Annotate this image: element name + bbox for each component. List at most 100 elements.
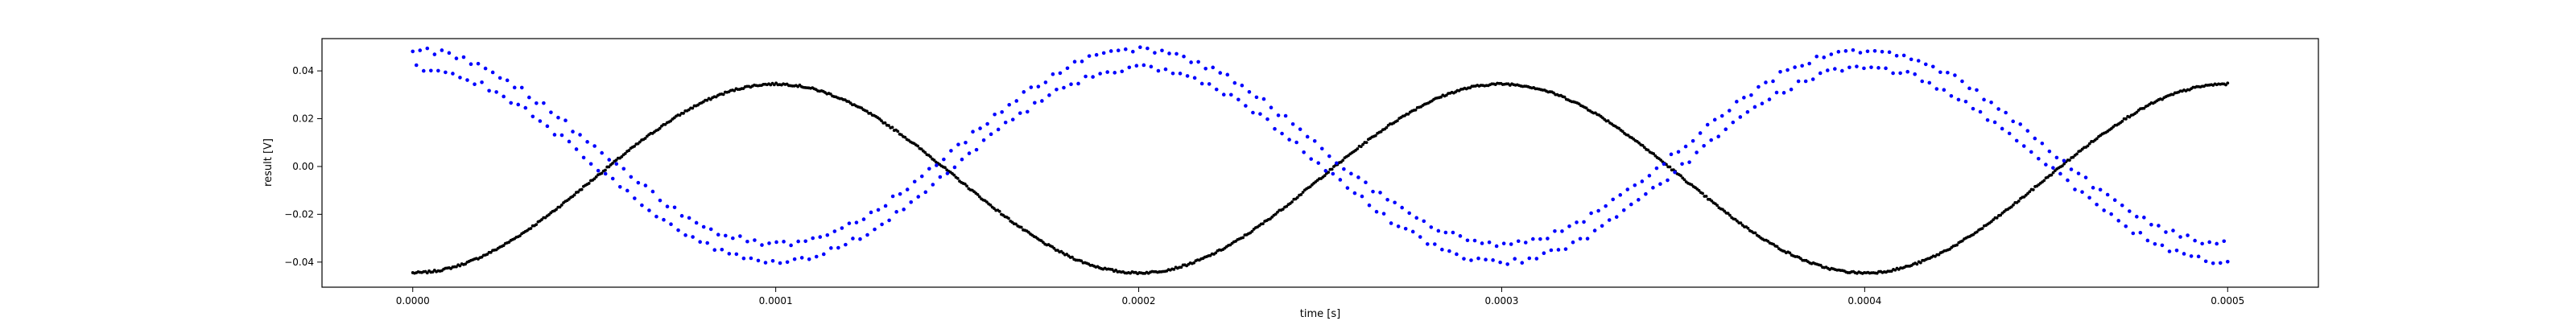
data-point <box>2186 233 2190 237</box>
data-point <box>1241 236 1245 240</box>
data-point <box>1833 67 1837 71</box>
data-point <box>1843 49 1848 53</box>
data-point <box>1723 209 1727 213</box>
data-point <box>698 240 702 244</box>
data-point <box>1695 150 1699 154</box>
data-point <box>1651 186 1655 190</box>
data-point <box>974 147 979 152</box>
data-point <box>1406 112 1410 116</box>
data-point <box>564 118 568 123</box>
data-point <box>1287 138 1291 142</box>
data-point <box>745 239 749 244</box>
data-point <box>1915 262 1919 266</box>
data-point <box>1641 143 1645 147</box>
data-point <box>734 252 739 257</box>
data-point <box>1942 88 1946 92</box>
data-point <box>1232 80 1237 85</box>
data-point <box>611 162 614 165</box>
data-point <box>1589 211 1593 216</box>
data-point <box>883 121 887 125</box>
data-point <box>1978 109 1983 114</box>
data-point <box>2225 260 2230 264</box>
data-point <box>552 133 557 137</box>
data-point <box>2025 129 2030 133</box>
data-point <box>2000 126 2004 131</box>
data-point <box>1396 119 1399 123</box>
data-point <box>535 101 539 105</box>
data-point <box>749 256 753 261</box>
data-point <box>676 228 680 232</box>
data-point <box>572 193 576 197</box>
data-point <box>1646 148 1650 152</box>
data-point <box>594 175 598 179</box>
data-point <box>2112 198 2117 203</box>
data-point <box>2145 238 2150 243</box>
data-point <box>2211 261 2215 265</box>
data-point <box>1898 71 1902 76</box>
data-point <box>679 214 684 218</box>
data-point <box>1281 208 1285 212</box>
data-point <box>1701 191 1704 195</box>
data-point <box>727 252 732 256</box>
data-point <box>1716 134 1721 139</box>
data-point <box>592 144 597 148</box>
data-point <box>425 271 429 275</box>
data-point <box>2068 158 2071 162</box>
data-point <box>529 227 533 230</box>
data-point <box>1621 208 1626 212</box>
data-point <box>1705 122 1710 127</box>
data-point <box>1774 90 1779 95</box>
data-point <box>592 177 597 181</box>
data-point <box>436 68 440 73</box>
data-point <box>623 151 627 155</box>
data-point <box>981 138 986 142</box>
data-point <box>1156 68 1161 73</box>
x-tick-label: 0.0000 <box>396 295 430 306</box>
data-point <box>1775 245 1779 249</box>
data-point <box>2135 110 2139 114</box>
data-point <box>952 165 957 170</box>
x-tick-label: 0.0003 <box>1484 295 1518 306</box>
data-point <box>1439 95 1443 99</box>
data-point <box>741 256 746 261</box>
data-point <box>2167 249 2172 253</box>
data-point <box>1592 228 1597 232</box>
data-point <box>1840 68 1844 73</box>
data-point <box>1403 227 1408 231</box>
data-point <box>976 192 980 196</box>
data-point <box>2116 219 2121 223</box>
data-point <box>2124 224 2128 228</box>
data-point <box>490 70 495 75</box>
data-point <box>1273 126 1277 131</box>
data-point <box>1305 134 1310 139</box>
data-point <box>1323 174 1327 178</box>
data-point <box>633 196 637 200</box>
data-point <box>1905 69 1909 74</box>
data-point <box>1290 121 1295 126</box>
data-point <box>1131 49 1135 54</box>
data-point <box>1938 70 1942 75</box>
data-point <box>2164 230 2168 234</box>
data-point <box>1676 150 1681 154</box>
data-point <box>480 80 484 84</box>
data-point <box>840 226 844 230</box>
data-point <box>1229 93 1233 97</box>
data-point <box>1149 64 1154 69</box>
data-point <box>1225 72 1230 77</box>
data-point <box>1793 65 1797 69</box>
data-point <box>600 171 604 175</box>
data-point <box>2174 248 2179 253</box>
data-point <box>665 204 670 209</box>
data-point <box>1563 247 1568 251</box>
data-point <box>1652 152 1656 155</box>
data-point <box>2102 208 2106 212</box>
data-point <box>669 222 673 227</box>
data-point <box>617 184 622 189</box>
data-point <box>1342 167 1346 171</box>
data-point <box>2105 192 2110 197</box>
data-point <box>1385 197 1389 202</box>
data-point <box>643 183 648 187</box>
data-point <box>1913 72 1918 76</box>
data-point <box>1963 99 1968 104</box>
data-point <box>1319 146 1324 151</box>
